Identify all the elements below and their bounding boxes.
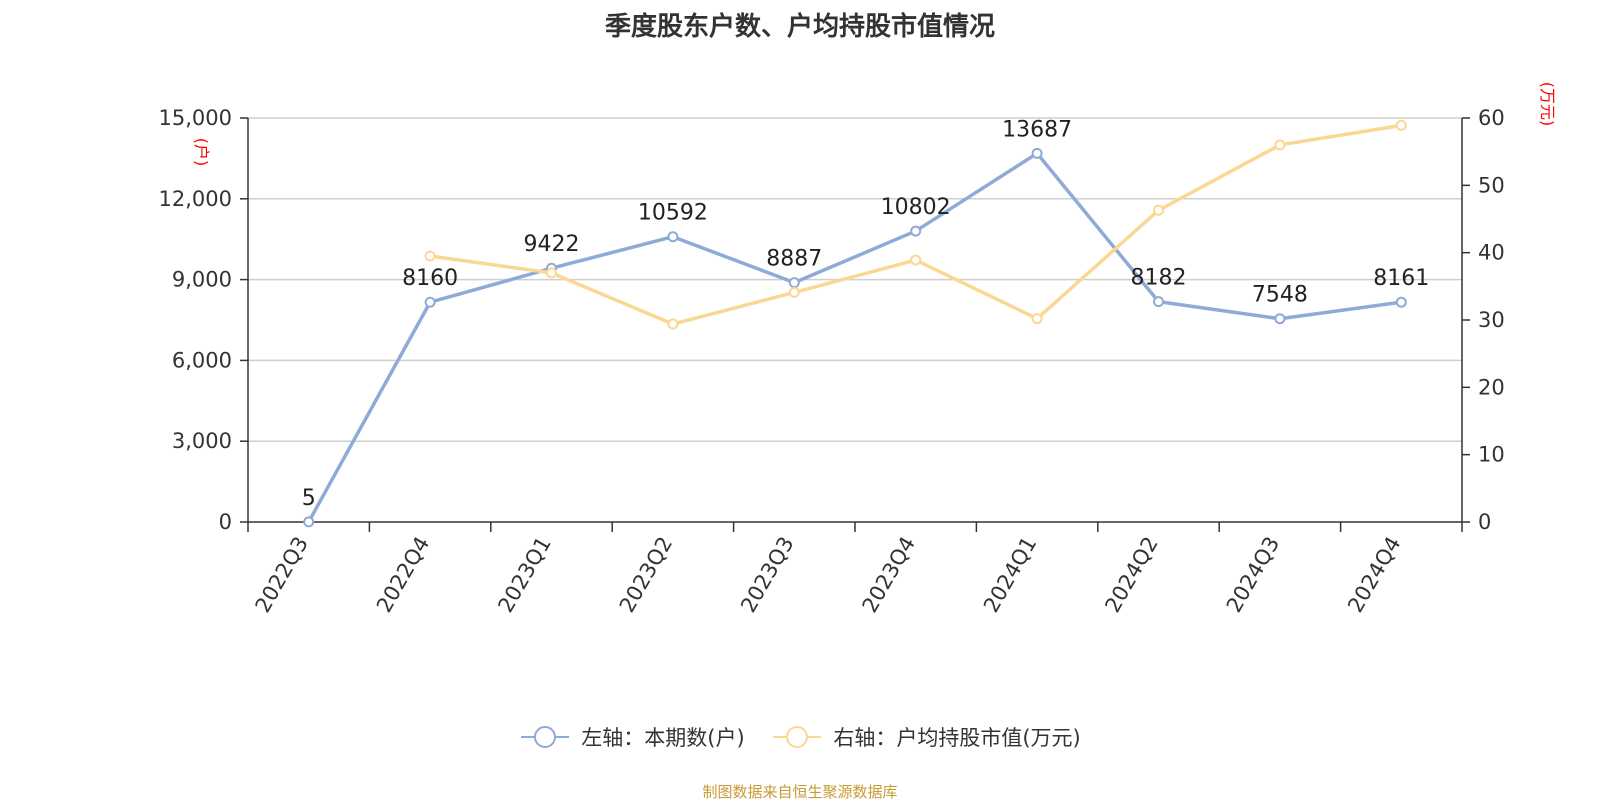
y-left-tick-label: 12,000 bbox=[159, 187, 232, 211]
data-point bbox=[424, 296, 436, 308]
legend-label-left-series: 左轴：本期数(户) bbox=[581, 726, 745, 750]
data-label: 9422 bbox=[524, 232, 580, 257]
legend-item-left-series[interactable]: 左轴：本期数(户) bbox=[519, 722, 745, 752]
series-line-left bbox=[307, 151, 1402, 523]
y-left-tick-label: 9,000 bbox=[172, 268, 232, 292]
data-point bbox=[1153, 296, 1164, 308]
data-label: 8161 bbox=[1373, 266, 1429, 291]
grid-lines bbox=[248, 117, 1462, 442]
data-point bbox=[1031, 147, 1043, 159]
x-tick-label: 2022Q3 bbox=[251, 533, 313, 617]
x-tick-label: 2024Q3 bbox=[1222, 533, 1284, 617]
y-right-tick-label: 50 bbox=[1478, 173, 1505, 197]
data-label: 8160 bbox=[402, 266, 458, 291]
data-point bbox=[546, 267, 557, 279]
data-point bbox=[788, 286, 800, 298]
data-point bbox=[667, 231, 679, 243]
y-right-tick-label: 30 bbox=[1478, 308, 1505, 332]
data-label: 7548 bbox=[1252, 283, 1308, 308]
y-right-tick-label: 10 bbox=[1478, 443, 1505, 467]
data-label: 10592 bbox=[638, 201, 708, 226]
x-tick-label: 2023Q2 bbox=[615, 533, 677, 617]
data-point bbox=[910, 225, 922, 237]
data-point bbox=[1031, 313, 1043, 325]
series-lines bbox=[303, 119, 1407, 528]
y-left-tick-label: 15,000 bbox=[159, 106, 232, 130]
x-tick-label: 2024Q1 bbox=[979, 533, 1041, 617]
data-label: 13687 bbox=[1002, 117, 1072, 142]
chart-title: 季度股东户数、户均持股市值情况 bbox=[604, 12, 995, 42]
axes: 0 3,000 6,000 9,000 12,000 15,000 0 10 20 30 40 50 6… bbox=[159, 82, 1557, 617]
y-right-axis-title: (万元) bbox=[1538, 82, 1557, 127]
source-note: 制图数据来自恒生聚源数据库 bbox=[702, 783, 898, 801]
x-tick-label: 2023Q4 bbox=[858, 533, 920, 617]
data-label: 10802 bbox=[881, 195, 951, 220]
y-right-tick-label: 60 bbox=[1478, 106, 1505, 130]
legend-line-circle-icon bbox=[521, 726, 570, 748]
y-right-tick-label: 40 bbox=[1478, 241, 1505, 265]
y-left-axis-title: (户) bbox=[192, 138, 211, 167]
y-left-tick-label: 6,000 bbox=[172, 348, 232, 372]
x-tick-label: 2023Q3 bbox=[736, 533, 798, 617]
data-point bbox=[1395, 119, 1407, 131]
legend: 左轴：本期数(户) 右轴：户均持股市值(万元) bbox=[0, 722, 1600, 754]
legend-label-right-series: 右轴：户均持股市值(万元) bbox=[833, 726, 1081, 750]
data-point bbox=[1395, 296, 1407, 308]
legend-line-circle-icon bbox=[773, 726, 822, 748]
data-point bbox=[788, 277, 800, 289]
y-right-tick-label: 0 bbox=[1478, 510, 1491, 534]
x-tick-label: 2024Q2 bbox=[1100, 533, 1162, 617]
data-label: 8182 bbox=[1131, 266, 1187, 291]
data-label: 5 bbox=[302, 486, 316, 511]
data-labels: 5 8160 9422 10592 8887 10802 13687 8182 7548 8161 bbox=[302, 117, 1430, 511]
data-point bbox=[303, 516, 315, 528]
x-tick-label: 2023Q1 bbox=[493, 533, 555, 617]
data-point bbox=[1274, 313, 1286, 325]
y-left-tick-label: 0 bbox=[219, 510, 232, 534]
data-point bbox=[1153, 204, 1164, 216]
x-tick-label: 2022Q4 bbox=[372, 533, 434, 617]
data-point bbox=[424, 250, 436, 262]
legend-item-right-series[interactable]: 右轴：户均持股市值(万元) bbox=[771, 722, 1081, 752]
y-right-tick-label: 20 bbox=[1478, 375, 1505, 399]
data-point bbox=[910, 254, 922, 266]
y-left-tick-label: 3,000 bbox=[172, 429, 232, 453]
data-label: 8887 bbox=[766, 247, 822, 272]
data-point bbox=[667, 318, 679, 330]
x-tick-label: 2024Q4 bbox=[1343, 533, 1405, 617]
data-point bbox=[1274, 139, 1286, 151]
